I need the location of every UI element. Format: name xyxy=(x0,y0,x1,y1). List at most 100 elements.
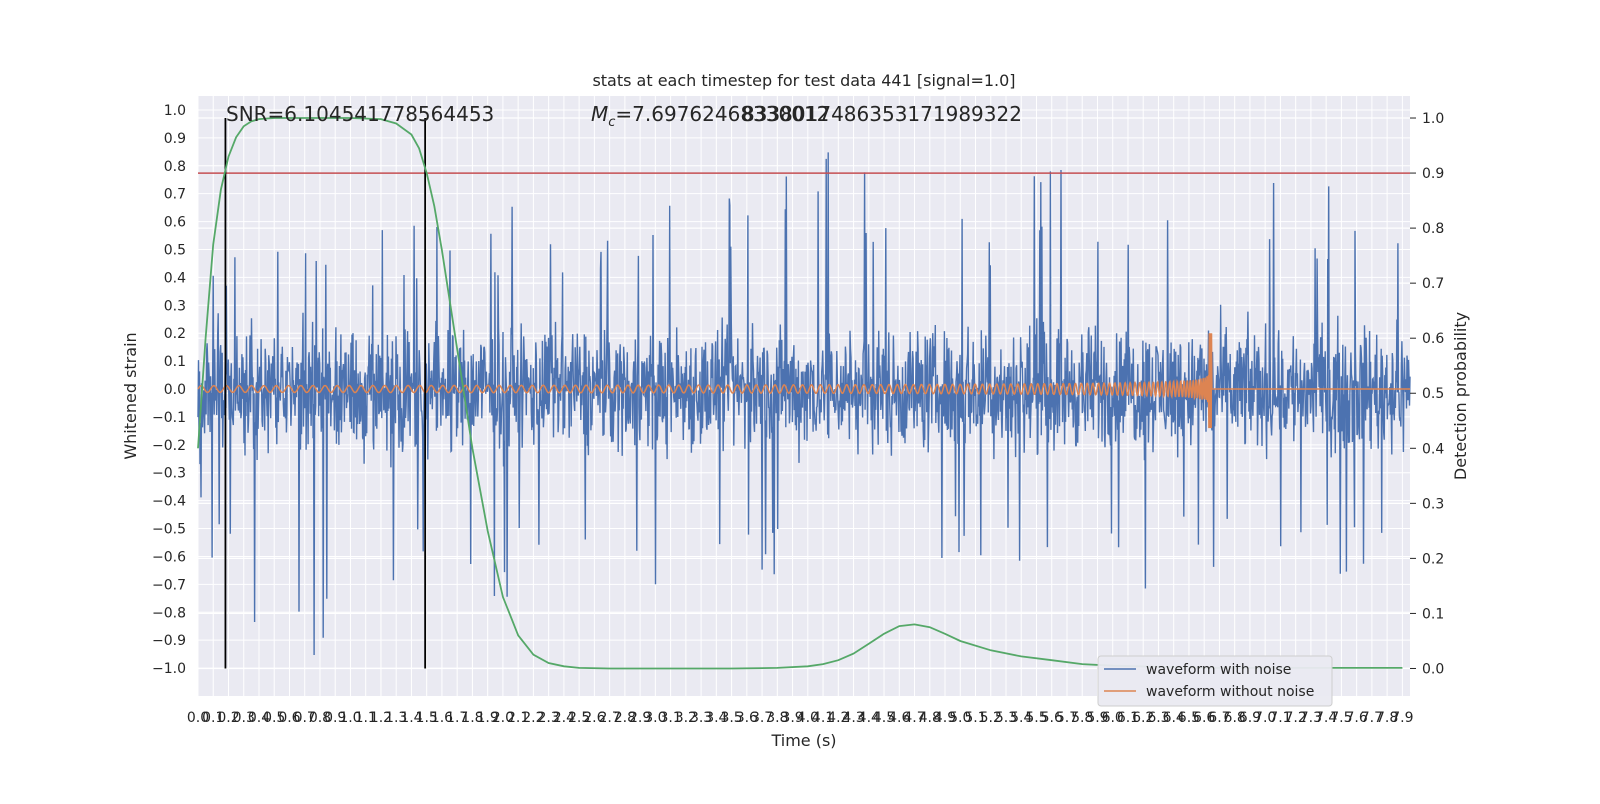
x-tick-label: 3.7 xyxy=(751,710,773,726)
x-tick-label: 0.3 xyxy=(233,710,255,726)
x-tick-label: 6.9 xyxy=(1239,710,1261,726)
x-tick-label: 1.2 xyxy=(370,710,392,726)
x-tick-label: 2.3 xyxy=(538,710,560,726)
y-tick-label-left: 0.5 xyxy=(164,242,186,258)
x-tick-label: 5.3 xyxy=(995,710,1017,726)
x-tick-label: 4.7 xyxy=(903,710,925,726)
x-tick-label: 3.5 xyxy=(720,710,742,726)
x-tick-label: 6.2 xyxy=(1132,710,1154,726)
y-tick-label-left: 0.4 xyxy=(164,270,186,286)
x-tick-label: 0.5 xyxy=(263,710,285,726)
x-tick-label: 2.4 xyxy=(553,710,575,726)
x-tick-label: 4.9 xyxy=(934,710,956,726)
y-tick-label-left: −0.4 xyxy=(152,494,186,510)
x-tick-label: 2.2 xyxy=(522,710,544,726)
x-tick-label: 6.1 xyxy=(1117,710,1139,726)
x-tick-label: 1.1 xyxy=(355,710,377,726)
series-line-waveform-without-noise xyxy=(197,333,1410,429)
x-tick-label: 4.3 xyxy=(842,710,864,726)
y-tick-label-left: −0.1 xyxy=(152,410,186,426)
x-tick-label: 1.7 xyxy=(446,710,468,726)
x-tick-label: 5.2 xyxy=(980,710,1002,726)
legend-label-clean: waveform without noise xyxy=(1146,684,1314,700)
x-tick-label: 3.4 xyxy=(705,710,727,726)
x-tick-label: 7.9 xyxy=(1391,710,1413,726)
y-tick-label-right: 0.9 xyxy=(1422,166,1444,182)
x-tick-label: 1.3 xyxy=(385,710,407,726)
y-tick-label-right: 0.1 xyxy=(1422,606,1444,622)
x-tick-label: 6.4 xyxy=(1163,710,1185,726)
y-axis-label-left: Whitened strain xyxy=(121,332,140,459)
y-tick-label-left: −0.9 xyxy=(152,633,186,649)
y-tick-label-right: 0.7 xyxy=(1422,276,1444,292)
x-tick-label: 3.6 xyxy=(736,710,758,726)
y-axis-label-right: Detection probability xyxy=(1451,312,1470,480)
x-tick-label: 4.5 xyxy=(873,710,895,726)
x-tick-label: 6.6 xyxy=(1193,710,1215,726)
x-tick-label: 7.8 xyxy=(1376,710,1398,726)
chirp-mass-subscript: c xyxy=(608,115,615,130)
x-tick-label: 0.4 xyxy=(248,710,270,726)
y-tick-label-left: 0.9 xyxy=(164,131,186,147)
y-tick-label-left: 0.7 xyxy=(164,187,186,203)
x-tick-label: 0.1 xyxy=(202,710,224,726)
x-tick-label: 1.8 xyxy=(461,710,483,726)
y-tick-label-left: 0.0 xyxy=(164,382,186,398)
plot-area xyxy=(197,117,1411,670)
x-tick-label: 4.6 xyxy=(888,710,910,726)
x-tick-label: 6.8 xyxy=(1224,710,1246,726)
x-tick-label: 5.4 xyxy=(1010,710,1032,726)
y-tick-label-left: 0.1 xyxy=(164,354,186,370)
y-tick-label-right: 0.4 xyxy=(1422,441,1444,457)
x-tick-label: 5.5 xyxy=(1025,710,1047,726)
x-tick-label: 4.2 xyxy=(827,710,849,726)
y-tick-label-right: 0.3 xyxy=(1422,496,1444,512)
series-line-detection-probability xyxy=(197,117,1403,670)
x-tick-label: 6.5 xyxy=(1178,710,1200,726)
x-axis-label: Time (s) xyxy=(770,731,836,750)
y-tick-label-left: 1.0 xyxy=(164,103,186,119)
x-tick-label: 2.6 xyxy=(583,710,605,726)
x-tick-label: 3.8 xyxy=(766,710,788,726)
x-tick-label: 3.0 xyxy=(644,710,666,726)
y-tick-label-right: 0.0 xyxy=(1422,661,1444,677)
x-tick-label: 3.1 xyxy=(659,710,681,726)
y-tick-label-left: 0.2 xyxy=(164,326,186,342)
x-tick-label: 7.4 xyxy=(1315,710,1337,726)
x-tick-label: 7.7 xyxy=(1361,710,1383,726)
x-tick-label: 5.1 xyxy=(964,710,986,726)
axes: 0.00.10.20.30.40.50.60.70.80.91.01.11.21… xyxy=(152,103,1444,726)
x-tick-label: 1.5 xyxy=(416,710,438,726)
x-tick-label: 4.0 xyxy=(797,710,819,726)
x-tick-label: 7.1 xyxy=(1269,710,1291,726)
x-tick-label: 0.7 xyxy=(294,710,316,726)
x-tick-label: 7.0 xyxy=(1254,710,1276,726)
x-tick-label: 6.7 xyxy=(1208,710,1230,726)
y-tick-label-right: 0.2 xyxy=(1422,551,1444,567)
y-tick-label-right: 0.5 xyxy=(1422,386,1444,402)
y-tick-label-right: 0.8 xyxy=(1422,221,1444,237)
y-tick-label-left: −0.2 xyxy=(152,438,186,454)
snr-annotation: SNR=6.104541778564453 xyxy=(226,102,494,126)
y-tick-label-left: −0.3 xyxy=(152,466,186,482)
x-tick-label: 7.5 xyxy=(1330,710,1352,726)
legend: waveform with noise waveform without noi… xyxy=(1097,655,1333,707)
x-tick-label: 2.8 xyxy=(614,710,636,726)
y-tick-label-left: −0.8 xyxy=(152,605,186,621)
y-tick-label-right: 1.0 xyxy=(1422,111,1444,127)
x-tick-label: 4.1 xyxy=(812,710,834,726)
y-tick-label-left: −1.0 xyxy=(152,661,186,677)
x-tick-label: 5.0 xyxy=(949,710,971,726)
x-tick-label: 2.5 xyxy=(568,710,590,726)
x-tick-label: 7.3 xyxy=(1300,710,1322,726)
y-tick-label-left: 0.6 xyxy=(164,215,186,231)
y-tick-label-left: −0.6 xyxy=(152,549,186,565)
x-tick-label: 0.6 xyxy=(278,710,300,726)
legend-box xyxy=(1097,655,1333,707)
x-tick-label: 4.4 xyxy=(858,710,880,726)
x-tick-label: 0.2 xyxy=(217,710,239,726)
y-tick-label-left: 0.8 xyxy=(164,159,186,175)
x-tick-label: 4.8 xyxy=(919,710,941,726)
overlap-annotation: 83380174863531719893​22 xyxy=(742,102,1022,126)
